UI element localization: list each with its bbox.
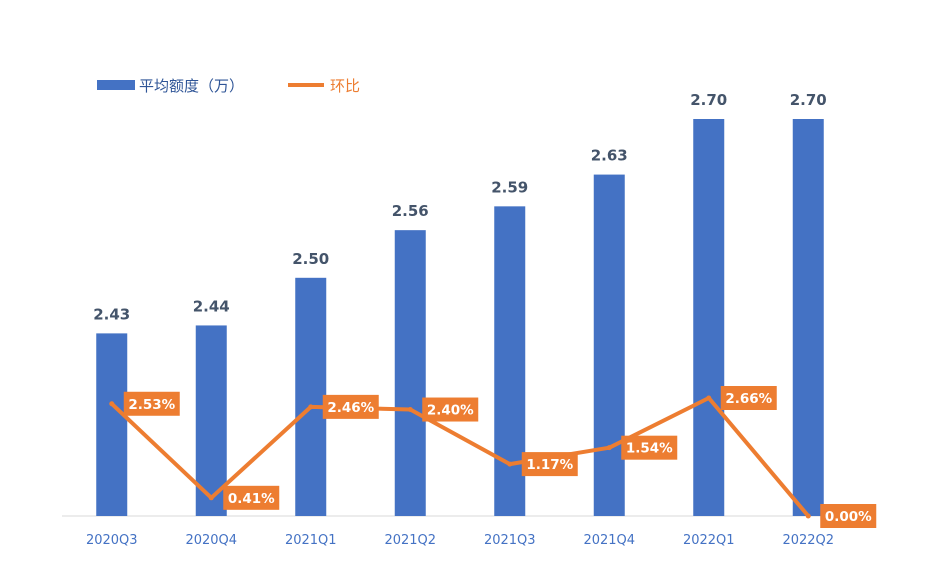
x-tick-label: 2022Q1 xyxy=(683,533,735,548)
line-value-label: 2.66% xyxy=(725,391,772,407)
line-value-label: 2.40% xyxy=(427,403,474,419)
bar xyxy=(295,277,327,516)
x-tick-label: 2020Q3 xyxy=(86,533,138,548)
bar-value-label: 2.59 xyxy=(491,178,528,196)
line-point xyxy=(507,461,513,467)
x-tick-labels: 2020Q3 2020Q4 2021Q1 2021Q2 2021Q3 2021Q4 2022… xyxy=(86,533,834,548)
bar-value-label: 2.50 xyxy=(292,250,329,268)
bar-value-label: 2.43 xyxy=(93,305,130,323)
bar-value-label: 2.70 xyxy=(790,91,827,109)
legend: 平均额度（万） 环比 xyxy=(97,77,360,95)
x-tick-label: 2022Q2 xyxy=(782,533,834,548)
line-value-label: 0.41% xyxy=(228,491,275,507)
bar-value-label: 2.56 xyxy=(392,202,429,220)
x-tick-label: 2021Q4 xyxy=(583,533,635,548)
line-point xyxy=(208,495,214,501)
bar-value-label: 2.44 xyxy=(193,297,230,315)
line-point xyxy=(805,513,811,519)
legend-bar-swatch xyxy=(97,80,135,90)
line-point xyxy=(706,395,712,401)
line-value-box xyxy=(322,394,379,419)
line-value-box xyxy=(621,435,678,460)
line-value-box xyxy=(521,452,578,477)
line-point xyxy=(308,404,314,410)
bar xyxy=(195,325,227,516)
line-value-box xyxy=(720,386,777,410)
line-value-label: 1.54% xyxy=(626,441,673,457)
line-value-box xyxy=(820,504,877,528)
bar xyxy=(593,174,625,516)
line-value-label: 1.17% xyxy=(526,457,573,473)
x-tick-label: 2021Q3 xyxy=(484,533,536,548)
line-data-labels: 2.53% 0.41% 2.46% 2.40% 1.17% 1.54% 2.66% 0.00% xyxy=(123,386,877,528)
bar-series xyxy=(96,119,824,516)
line-value-label: 0.00% xyxy=(825,509,872,525)
line-value-box xyxy=(123,391,180,416)
bar-value-label: 2.63 xyxy=(591,147,628,165)
line-point xyxy=(407,407,413,413)
line-value-box xyxy=(223,485,280,510)
line-value-label: 2.46% xyxy=(327,400,374,416)
bar xyxy=(693,119,725,516)
legend-bar-label: 平均额度（万） xyxy=(139,77,244,95)
line-point xyxy=(606,445,612,451)
line-series xyxy=(109,395,811,519)
line-value-label: 2.53% xyxy=(128,397,175,413)
bar xyxy=(394,230,426,516)
line-point xyxy=(109,401,115,407)
bar-data-labels: 2.43 2.44 2.50 2.56 2.59 2.63 2.70 2.70 xyxy=(93,91,827,323)
bar xyxy=(792,119,824,516)
x-tick-label: 2020Q4 xyxy=(185,533,237,548)
bar xyxy=(494,206,526,516)
line-value-box xyxy=(422,397,479,422)
legend-line-label: 环比 xyxy=(330,77,360,95)
bar-value-label: 2.70 xyxy=(690,91,727,109)
bar xyxy=(96,333,128,516)
x-tick-label: 2021Q2 xyxy=(384,533,436,548)
line-path xyxy=(110,396,810,518)
x-tick-label: 2021Q1 xyxy=(285,533,337,548)
